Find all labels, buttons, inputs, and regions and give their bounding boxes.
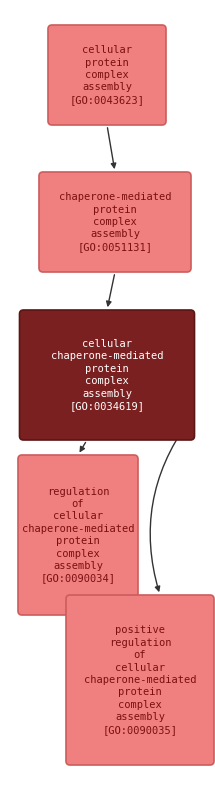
- Text: cellular
chaperone-mediated
protein
complex
assembly
[GO:0034619]: cellular chaperone-mediated protein comp…: [51, 339, 163, 411]
- FancyBboxPatch shape: [18, 455, 138, 615]
- Text: regulation
of
cellular
chaperone-mediated
protein
complex
assembly
[GO:0090034]: regulation of cellular chaperone-mediate…: [22, 487, 134, 583]
- FancyBboxPatch shape: [66, 595, 214, 765]
- Text: chaperone-mediated
protein
complex
assembly
[GO:0051131]: chaperone-mediated protein complex assem…: [59, 193, 171, 252]
- FancyBboxPatch shape: [39, 172, 191, 272]
- FancyBboxPatch shape: [48, 25, 166, 125]
- Text: cellular
protein
complex
assembly
[GO:0043623]: cellular protein complex assembly [GO:00…: [69, 46, 144, 105]
- FancyBboxPatch shape: [20, 310, 195, 440]
- Text: positive
regulation
of
cellular
chaperone-mediated
protein
complex
assembly
[GO:: positive regulation of cellular chaperon…: [84, 626, 196, 735]
